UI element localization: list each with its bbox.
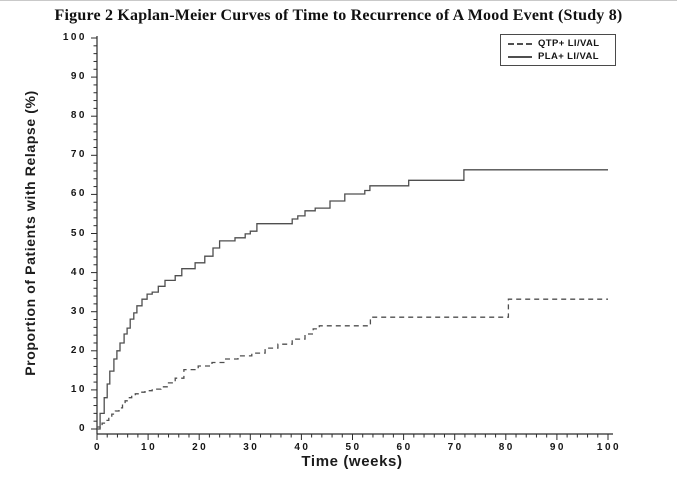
x-tick-label-50: 50 xyxy=(345,442,362,453)
y-tick-label-60: 60 xyxy=(70,188,87,200)
qtp-curve xyxy=(97,298,608,430)
y-tick-label-0: 0 xyxy=(78,423,87,434)
y-tick-label-50: 50 xyxy=(70,227,87,239)
legend-label-pla: PLA+ LI/VAL xyxy=(538,51,599,62)
x-tick-label-40: 40 xyxy=(294,442,311,453)
x-tick-label-90: 90 xyxy=(549,442,566,453)
y-tick-label-70: 70 xyxy=(70,149,87,161)
y-tick-label-10: 10 xyxy=(70,383,87,395)
y-tick-label-40: 40 xyxy=(70,266,87,278)
legend-label-qtp: QTP+ LI/VAL xyxy=(538,38,600,49)
y-tick-label-30: 30 xyxy=(70,305,87,317)
x-tick-label-60: 60 xyxy=(396,442,413,453)
solid-line-sample xyxy=(508,55,532,58)
y-axis-title: Proportion of Patients with Relapse (%) xyxy=(22,90,38,376)
x-tick-label-100: 100 xyxy=(596,442,622,453)
legend-item-qtp: QTP+ LI/VAL xyxy=(508,38,610,49)
legend: QTP+ LI/VAL PLA+ LI/VAL xyxy=(500,34,616,66)
y-tick-label-90: 90 xyxy=(70,71,87,83)
figure-title: Figure 2 Kaplan-Meier Curves of Time to … xyxy=(54,7,623,24)
x-tick-label-20: 20 xyxy=(192,442,209,453)
x-axis-title: Time (weeks) xyxy=(301,453,403,470)
y-tick-label-20: 20 xyxy=(70,344,87,356)
y-tick-label-80: 80 xyxy=(70,110,87,122)
dashed-line-sample xyxy=(508,42,532,45)
y-tick-label-100: 100 xyxy=(62,32,87,43)
x-tick-label-30: 30 xyxy=(243,442,260,453)
x-tick-label-0: 0 xyxy=(93,442,103,453)
legend-item-pla: PLA+ LI/VAL xyxy=(508,51,610,62)
x-tick-label-10: 10 xyxy=(141,442,158,453)
x-tick-label-70: 70 xyxy=(447,442,464,453)
x-tick-label-80: 80 xyxy=(498,442,515,453)
pla-curve xyxy=(97,169,608,428)
